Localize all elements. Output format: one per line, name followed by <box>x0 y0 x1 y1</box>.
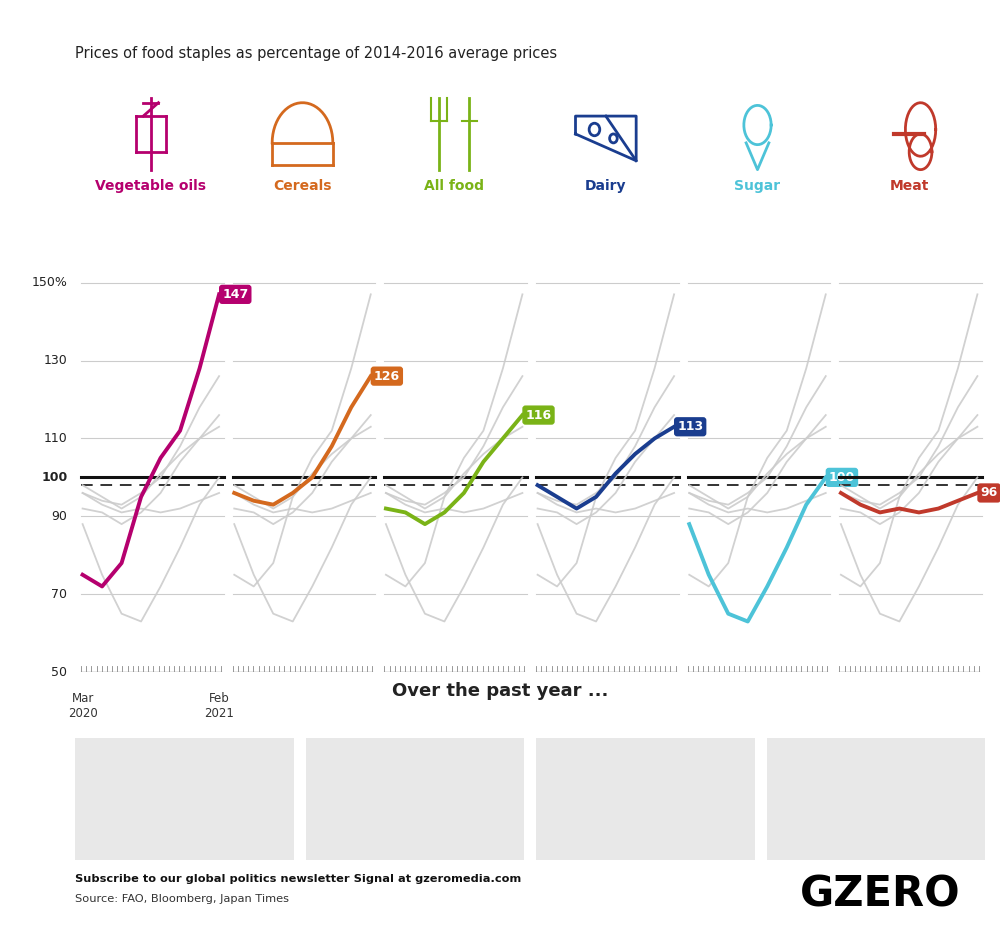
Text: ... beans are: ... beans are <box>375 762 455 775</box>
Text: 100: 100 <box>41 471 67 484</box>
Text: Sugar: Sugar <box>734 179 781 193</box>
Text: more than doubled: more than doubled <box>119 822 250 836</box>
Text: ... beans are 54: ... beans are 54 <box>367 762 463 775</box>
Text: 90: 90 <box>52 509 67 523</box>
Text: 150%: 150% <box>32 276 67 290</box>
Text: ... Nigerian household: ... Nigerian household <box>578 762 712 775</box>
Text: has spiked 60: has spiked 60 <box>828 792 923 806</box>
Text: income spent on food has: income spent on food has <box>566 792 725 806</box>
Text: Vegetable oils: Vegetable oils <box>95 179 206 193</box>
Text: All food: All food <box>424 179 484 193</box>
Text: Cereals: Cereals <box>273 179 332 193</box>
Text: percent more: percent more <box>373 792 456 806</box>
Text: in Russia: in Russia <box>846 822 905 836</box>
Text: GZERO: GZERO <box>800 874 961 916</box>
Text: ... the price of sugar
has spiked 60
percent in Russia: ... the price of sugar has spiked 60 per… <box>814 777 938 821</box>
Text: 50: 50 <box>51 666 67 679</box>
Text: percent more: percent more <box>368 792 461 806</box>
Text: 113: 113 <box>677 420 703 433</box>
Text: has spiked 60: has spiked 60 <box>833 792 918 806</box>
Text: expensive in Brazil: expensive in Brazil <box>357 822 472 836</box>
Text: 130: 130 <box>44 354 67 367</box>
Text: percent in Russia: percent in Russia <box>816 822 936 836</box>
Text: 110: 110 <box>44 432 67 445</box>
Text: ... Chili prices in
Indonesia have
more than doubled: ... Chili prices in Indonesia have more … <box>126 777 243 821</box>
Text: Prices of food staples as percentage of 2014-2016 average prices: Prices of food staples as percentage of … <box>75 46 557 61</box>
Text: ... Nigerian household
income spent on food has
surpassed 50 percent: ... Nigerian household income spent on f… <box>566 777 725 821</box>
Text: ... the price of sugar: ... the price of sugar <box>814 762 938 775</box>
Text: Are we headed for a food price crisis?: Are we headed for a food price crisis? <box>25 42 943 85</box>
Text: Over the past year ...: Over the past year ... <box>392 682 608 699</box>
Text: Feb
2021: Feb 2021 <box>204 692 234 720</box>
Text: surpassed 50 percent: surpassed 50 percent <box>579 822 712 836</box>
Text: 96: 96 <box>980 487 998 499</box>
Text: 70: 70 <box>51 588 67 601</box>
Text: 100: 100 <box>829 471 855 484</box>
Text: 126: 126 <box>374 369 400 383</box>
Text: ... Chili prices in: ... Chili prices in <box>135 762 233 775</box>
Text: percent in Russia: percent in Russia <box>823 822 928 836</box>
Text: Indonesia have: Indonesia have <box>138 792 231 806</box>
Text: Subscribe to our global politics newsletter Signal at gzeromedia.com: Subscribe to our global politics newslet… <box>75 873 521 884</box>
Text: has spiked: has spiked <box>841 792 910 806</box>
Text: Dairy: Dairy <box>585 179 627 193</box>
Text: Mar
2020: Mar 2020 <box>68 692 97 720</box>
Text: 147: 147 <box>222 288 248 301</box>
Text: Meat: Meat <box>889 179 929 193</box>
Text: 116: 116 <box>525 409 552 421</box>
Text: ... beans are 54: ... beans are 54 <box>360 762 469 775</box>
Text: Source: FAO, Bloomberg, Japan Times: Source: FAO, Bloomberg, Japan Times <box>75 894 289 904</box>
Text: more: more <box>397 792 433 806</box>
Text: surpassed 50 percent: surpassed 50 percent <box>570 822 720 836</box>
Text: surpassed: surpassed <box>612 822 679 836</box>
Text: ... beans are 54
percent more
expensive in Brazil: ... beans are 54 percent more expensive … <box>357 777 472 821</box>
